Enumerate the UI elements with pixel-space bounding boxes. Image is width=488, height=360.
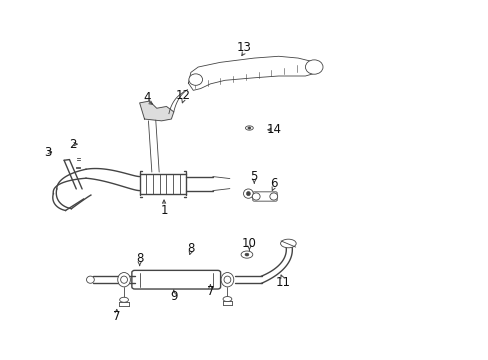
Text: 10: 10 <box>242 237 256 250</box>
Text: 3: 3 <box>44 145 52 158</box>
Text: 8: 8 <box>136 252 143 265</box>
Ellipse shape <box>188 74 202 85</box>
Ellipse shape <box>120 297 128 302</box>
Ellipse shape <box>280 239 296 248</box>
Ellipse shape <box>224 276 230 283</box>
Text: 13: 13 <box>237 41 251 54</box>
Text: 1: 1 <box>160 204 167 217</box>
Ellipse shape <box>118 273 130 287</box>
Text: 12: 12 <box>176 89 191 102</box>
Text: 8: 8 <box>187 242 194 255</box>
Ellipse shape <box>241 251 252 258</box>
Text: 7: 7 <box>206 285 214 298</box>
Ellipse shape <box>244 253 248 256</box>
Text: 14: 14 <box>265 123 281 136</box>
Ellipse shape <box>305 60 323 74</box>
Text: 2: 2 <box>69 138 77 150</box>
Ellipse shape <box>246 192 250 196</box>
Ellipse shape <box>221 273 233 287</box>
Ellipse shape <box>245 126 253 130</box>
Text: 6: 6 <box>269 177 277 190</box>
Text: 7: 7 <box>113 310 120 324</box>
Ellipse shape <box>223 297 231 302</box>
Text: 4: 4 <box>143 91 150 104</box>
Ellipse shape <box>243 189 253 198</box>
Text: 9: 9 <box>170 290 177 303</box>
FancyBboxPatch shape <box>252 192 277 201</box>
Polygon shape <box>188 56 320 90</box>
Text: 11: 11 <box>275 276 290 289</box>
Ellipse shape <box>269 193 277 200</box>
Text: 5: 5 <box>250 170 257 183</box>
Ellipse shape <box>86 276 94 283</box>
Ellipse shape <box>247 127 250 129</box>
FancyBboxPatch shape <box>132 270 220 289</box>
Ellipse shape <box>252 193 260 200</box>
Polygon shape <box>140 101 173 121</box>
Ellipse shape <box>121 276 127 283</box>
